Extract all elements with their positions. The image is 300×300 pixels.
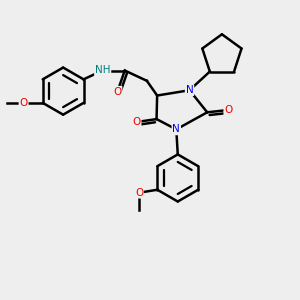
Text: O: O <box>113 87 122 97</box>
Text: O: O <box>135 188 143 198</box>
Text: N: N <box>186 85 194 95</box>
Text: N: N <box>172 124 180 134</box>
Text: O: O <box>224 105 232 115</box>
Text: NH: NH <box>95 65 110 76</box>
Text: O: O <box>20 98 28 108</box>
Text: O: O <box>132 117 141 127</box>
